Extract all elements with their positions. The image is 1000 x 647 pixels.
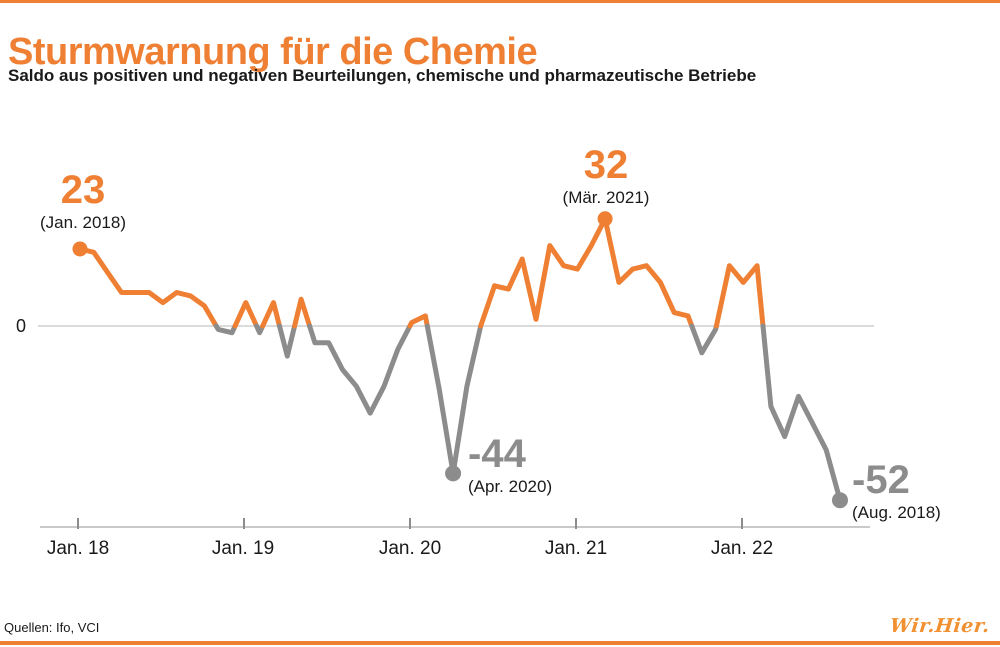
annotation-date: (Jan. 2018) (40, 213, 126, 232)
sources-note: Quellen: Ifo, VCI (4, 620, 100, 635)
chart-subtitle: Saldo aus positiven und negativen Beurte… (8, 66, 757, 85)
annotation-value: 32 (583, 143, 629, 187)
annotation-jan-2018: 23 (Jan. 2018) (30, 170, 136, 231)
x-tick-jan-22: Jan. 22 (710, 538, 774, 559)
bottom-accent-bar (0, 641, 1000, 645)
page-title: Sturmwarnung für die Chemie (8, 31, 538, 74)
annotation-date: (Apr. 2020) (468, 477, 553, 496)
annotation-value: -52 (852, 458, 910, 502)
annotation-value: -44 (468, 432, 526, 476)
annotation-aug-2022: -52 (Aug. 2018) (852, 460, 972, 521)
top-accent-bar (0, 0, 1000, 3)
annotation-date: (Mär. 2021) (562, 188, 650, 207)
x-tick-jan-20: Jan. 20 (378, 538, 442, 559)
x-tick-jan-19: Jan. 19 (211, 538, 275, 559)
annotation-date: (Aug. 2018) (852, 503, 941, 522)
annotation-apr-2020: -44 (Apr. 2020) (468, 434, 588, 495)
x-tick-jan-21: Jan. 21 (544, 538, 608, 559)
annotation-value: 23 (60, 168, 106, 212)
x-tick-jan-18: Jan. 18 (46, 538, 110, 559)
annotation-mar-2021: 32 (Mär. 2021) (556, 145, 656, 206)
wir-hier-logo: Wir.Hier. (889, 615, 992, 637)
y-axis-zero-label: 0 (15, 316, 26, 336)
